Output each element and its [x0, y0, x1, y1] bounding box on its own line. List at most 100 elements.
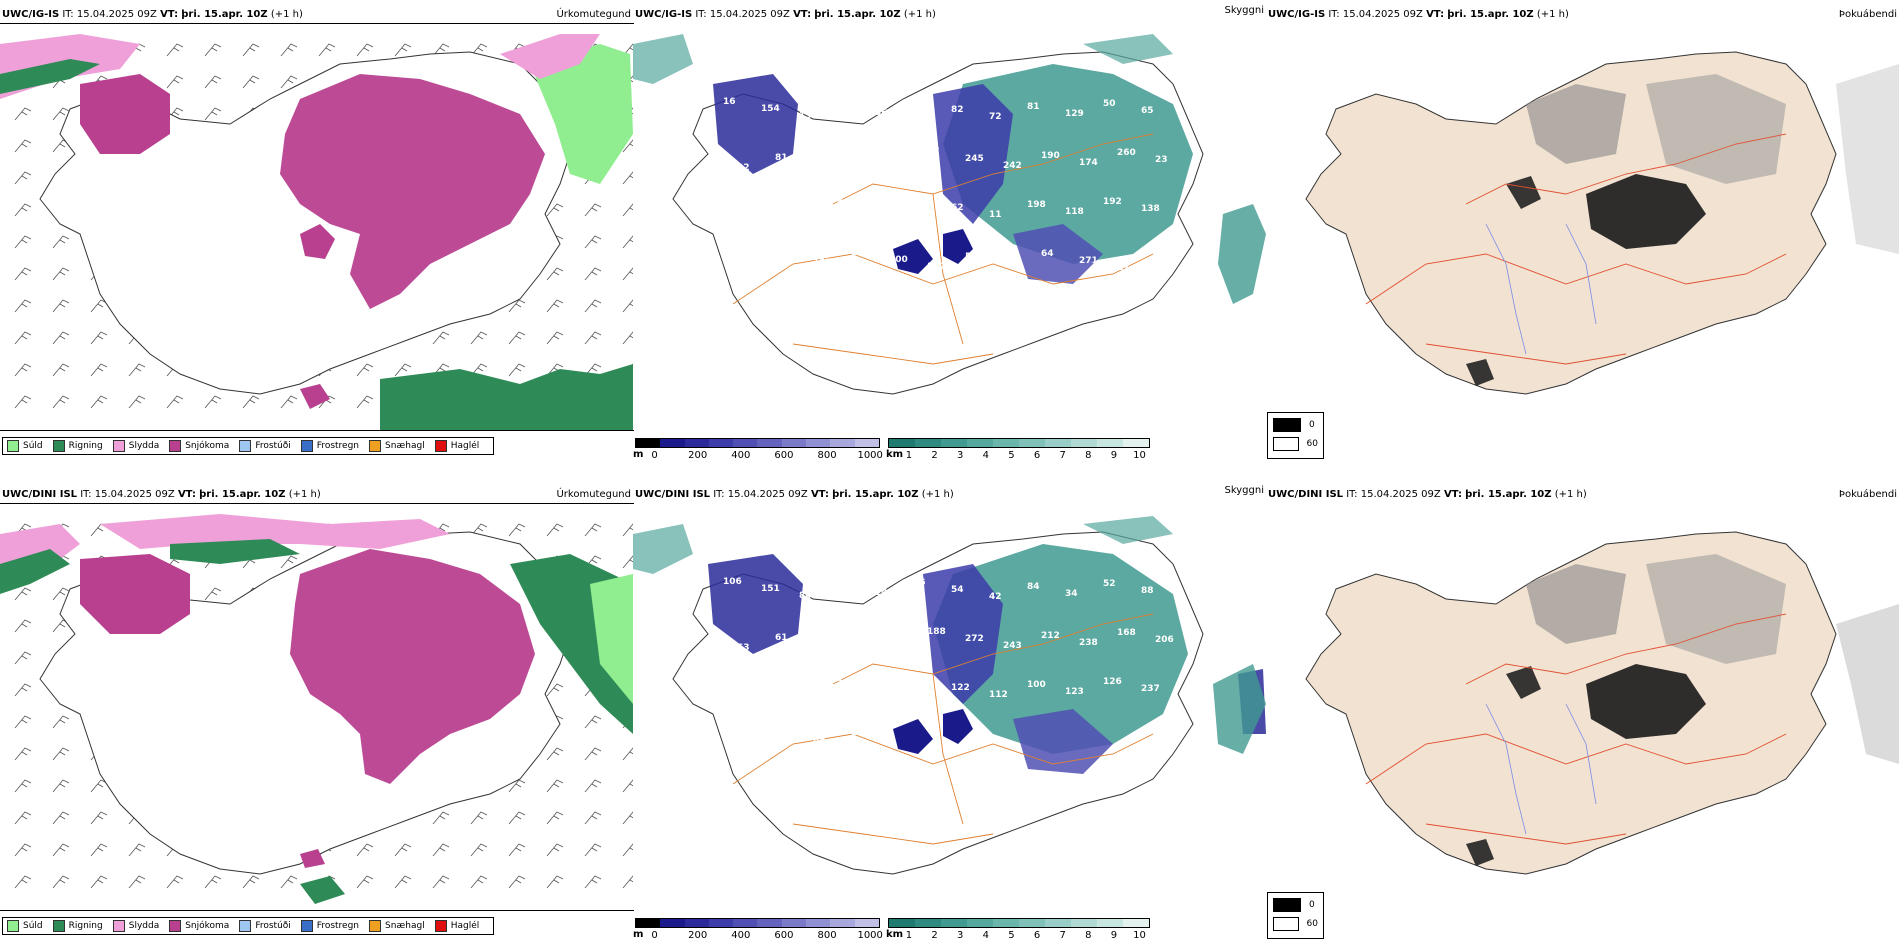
legend-item: Haglél [434, 440, 479, 452]
panel-header: UWC/DINI ISL IT: 15.04.2025 09Z VT: þri.… [1268, 489, 1587, 500]
colorbar-tick: 5 [1008, 930, 1015, 941]
wind-barb [52, 843, 70, 857]
colorbar-segment [993, 919, 1019, 927]
legend-swatch [169, 440, 182, 452]
panel-name: Skyggni [1224, 485, 1264, 496]
wind-barb [508, 363, 526, 377]
wind-barb [14, 299, 32, 313]
wind-barb [52, 107, 70, 121]
wind-barb [432, 811, 450, 825]
colorbar-tick: 1000 [857, 450, 883, 461]
fog-panel-top: UWC/IG-IS IT: 15.04.2025 09Z VT: þri. 15… [1266, 0, 1899, 470]
cloud-base-spot-2 [943, 229, 973, 264]
precip-panel-top: UWC/IG-IS IT: 15.04.2025 09Z VT: þri. 15… [0, 0, 634, 470]
panel-name: Skyggni [1224, 5, 1264, 16]
cloud-base-label: 182 [927, 262, 946, 272]
colorbar-tick: 200 [688, 450, 708, 461]
wind-barb [14, 619, 32, 633]
wind-barb [584, 203, 602, 217]
snow-area [290, 549, 535, 784]
road-network [1365, 133, 1787, 365]
wind-barb [52, 587, 70, 601]
colorbar-segment [1019, 919, 1045, 927]
cloud-base-label: 87 [813, 738, 826, 748]
cloud-base-label: 206 [1155, 635, 1174, 645]
cloud-base-label: 8 [813, 160, 819, 170]
wind-barb [356, 43, 374, 57]
legend-label: Frostúði [255, 441, 291, 451]
colorbar-segment [781, 439, 807, 447]
cloud-base-label: 50 [1103, 99, 1116, 109]
cloud-base-label: 237 [1141, 684, 1160, 694]
cloud-base-label: 76 [913, 578, 926, 588]
colorbar-segment [708, 919, 734, 927]
wind-barb [394, 875, 412, 889]
legend-swatch [300, 920, 313, 932]
fog-area-1 [1586, 174, 1706, 249]
visibility-area-nw-corner [633, 34, 693, 84]
panel-name: Þokuábendi [1838, 9, 1897, 20]
cloud-base-label: 123 [1065, 687, 1084, 697]
cloud-base-label: 188 [799, 209, 818, 219]
cloud-base-label: 282 [913, 213, 932, 223]
colorbar-segment [854, 919, 879, 927]
visibility-unit: km [886, 449, 904, 460]
panel-name: Þokuábendi [1838, 489, 1897, 500]
wind-barb [508, 331, 526, 345]
cloud-base-label: 399 [761, 202, 780, 212]
cloud-base-label: 271 [1079, 256, 1098, 266]
legend-label: Súld [23, 921, 43, 931]
cloud-base-label: 185 [761, 682, 780, 692]
fog-area-1 [1586, 664, 1706, 739]
legend-label: Rigning [68, 441, 103, 451]
wind-barb [584, 299, 602, 313]
visibility-map: 16 154 159 11 96 189 82 72 81 129 50 65 92 81 8 132 50 57… [633, 24, 1266, 430]
wind-barb [242, 395, 260, 409]
wind-barb [622, 267, 633, 281]
cloud-base-label: 61 [775, 633, 788, 643]
wind-barb [508, 843, 526, 857]
cloud-base-label: 203 [875, 206, 894, 216]
wind-barb [584, 843, 602, 857]
wind-barb [52, 875, 70, 889]
colorbar-segment [684, 919, 709, 927]
cloud-base-label: 98 [775, 731, 788, 741]
visibility-panel-top: UWC/IG-IS IT: 15.04.2025 09Z VT: þri. 15… [633, 0, 1266, 470]
legend-label: Snæhagl [385, 921, 425, 931]
legend-swatch [7, 440, 19, 452]
river-network [1485, 703, 1597, 835]
legend-label: Súld [23, 441, 43, 451]
colorbar-tick: 7 [1059, 450, 1066, 461]
rain-spot-s [300, 876, 345, 904]
colorbar-segment [1097, 919, 1123, 927]
cloud-base-label: 72 [989, 112, 1002, 122]
snow-spot [300, 224, 335, 259]
wind-barb [52, 267, 70, 281]
snow-area-nw [80, 74, 170, 154]
colorbar-tick: 6 [1033, 930, 1041, 941]
cloud-base-label: 90 [889, 637, 902, 647]
colorbar-tick: 2 [931, 450, 938, 461]
wind-barb [622, 139, 633, 153]
cloud-base-label: 57 [927, 147, 940, 157]
colorbar-tick: 9 [1110, 930, 1118, 941]
colorbar-segment [806, 919, 831, 927]
wind-barb [546, 747, 564, 761]
cloud-base-area-nw [713, 74, 798, 174]
panel-name: Úrkomutegund [556, 489, 631, 500]
visibility-area-e [1213, 664, 1266, 754]
cloud-base-label: 154 [761, 104, 780, 114]
snow-spot-s [300, 849, 325, 868]
panel-header: UWC/IG-IS IT: 15.04.2025 09Z VT: þri. 15… [2, 9, 303, 20]
fog-area-3 [1466, 359, 1494, 386]
cloud-base-label: 88 [1141, 586, 1154, 596]
fog-shade-east-edge [1836, 604, 1899, 764]
colorbar-tick: 800 [817, 450, 837, 461]
colorbar-tick: 400 [731, 930, 751, 941]
wind-barb [394, 363, 412, 377]
legend-swatch [112, 440, 125, 452]
cloud-base-label: 189 [913, 98, 932, 108]
road-network [1365, 613, 1787, 845]
cloud-base-label: 138 [1141, 204, 1160, 214]
wind-barb [280, 75, 298, 89]
